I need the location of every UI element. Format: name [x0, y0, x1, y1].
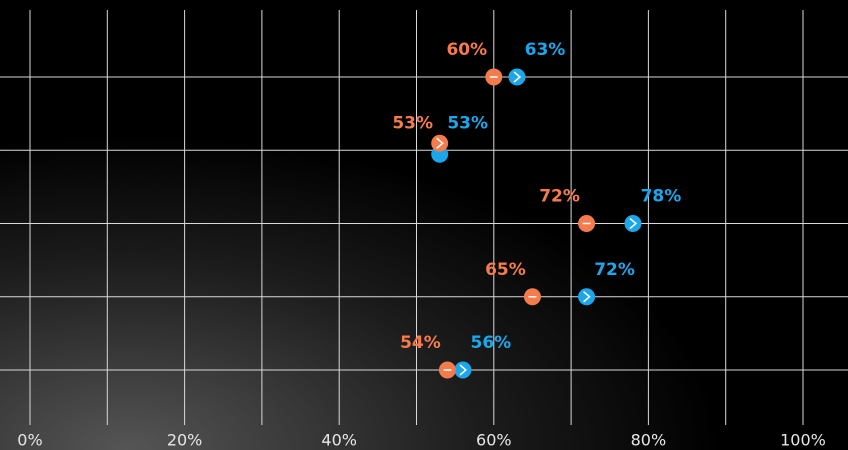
arrow-head — [513, 71, 522, 83]
arrow-head — [583, 291, 591, 303]
x-tick-label: 60% — [476, 431, 512, 450]
arrow-head — [459, 364, 468, 376]
before-label: 53% — [392, 113, 433, 133]
after-label: 63% — [525, 40, 566, 60]
before-label: 72% — [539, 187, 580, 207]
after-point — [624, 215, 642, 232]
x-tick-label: 80% — [631, 431, 667, 450]
after-label: 56% — [471, 333, 512, 353]
before-label: 54% — [400, 333, 441, 353]
after-label: 53% — [447, 113, 488, 133]
after-point — [454, 361, 472, 379]
after-point — [578, 288, 596, 306]
arrow-head — [436, 137, 444, 149]
x-tick-label: 40% — [321, 431, 357, 450]
after-point — [508, 68, 526, 86]
arrow-head — [629, 217, 638, 230]
x-tick-label: 0% — [17, 431, 42, 450]
before-point — [431, 134, 449, 152]
x-tick-label: 20% — [167, 431, 203, 450]
after-label: 78% — [641, 187, 682, 207]
after-label: 72% — [594, 260, 635, 280]
x-tick-label: 100% — [780, 431, 826, 450]
before-label: 60% — [446, 40, 487, 60]
before-label: 65% — [485, 260, 526, 280]
